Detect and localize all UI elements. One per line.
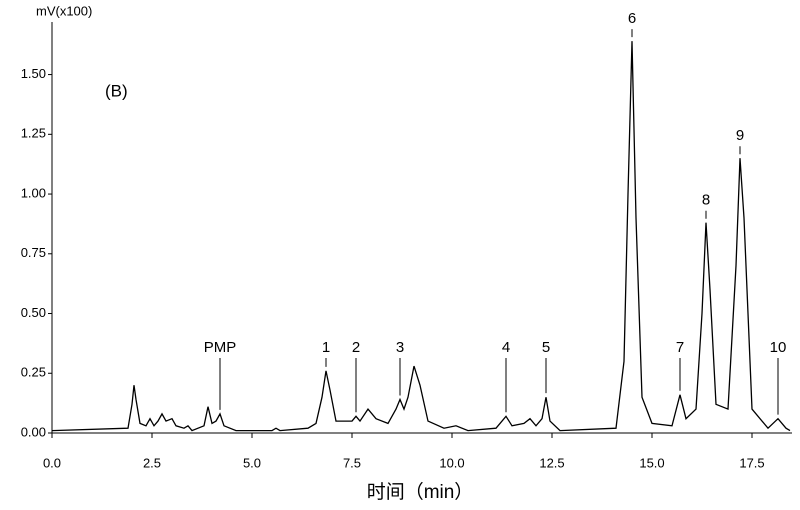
peak-label: 7 — [676, 339, 684, 356]
x-tick-label: 17.5 — [739, 455, 764, 470]
peak-label: 1 — [322, 339, 330, 356]
y-tick-label: 1.50 — [21, 66, 46, 81]
peak-label: 3 — [396, 339, 404, 356]
peak-label: 5 — [542, 339, 550, 356]
x-tick-label: 5.0 — [243, 455, 261, 470]
peak-label: 8 — [702, 192, 710, 209]
peak-label: 6 — [628, 10, 636, 27]
annotation: (B) — [105, 81, 128, 100]
x-axis-label: 时间（min） — [367, 481, 474, 503]
x-tick-label: 15.0 — [639, 455, 664, 470]
y-tick-label: 1.25 — [21, 126, 46, 141]
x-tick-label: 7.5 — [343, 455, 361, 470]
peak-label: 9 — [736, 127, 744, 144]
y-tick-label: 0.50 — [21, 305, 46, 320]
y-tick-label: 0.75 — [21, 245, 46, 260]
peak-label: 2 — [352, 339, 360, 356]
y-tick-label: 1.00 — [21, 185, 46, 200]
y-tick-label: 0.25 — [21, 365, 46, 380]
x-tick-label: 12.5 — [539, 455, 564, 470]
y-axis-label: mV(x100) — [36, 3, 92, 18]
x-tick-label: 0.0 — [43, 455, 61, 470]
x-tick-label: 10.0 — [439, 455, 464, 470]
peak-label: 10 — [770, 339, 787, 356]
y-tick-label: 0.00 — [21, 424, 46, 439]
peak-label: 4 — [502, 339, 510, 356]
x-tick-label: 2.5 — [143, 455, 161, 470]
peak-label: PMP — [204, 339, 237, 356]
trace — [51, 41, 791, 432]
